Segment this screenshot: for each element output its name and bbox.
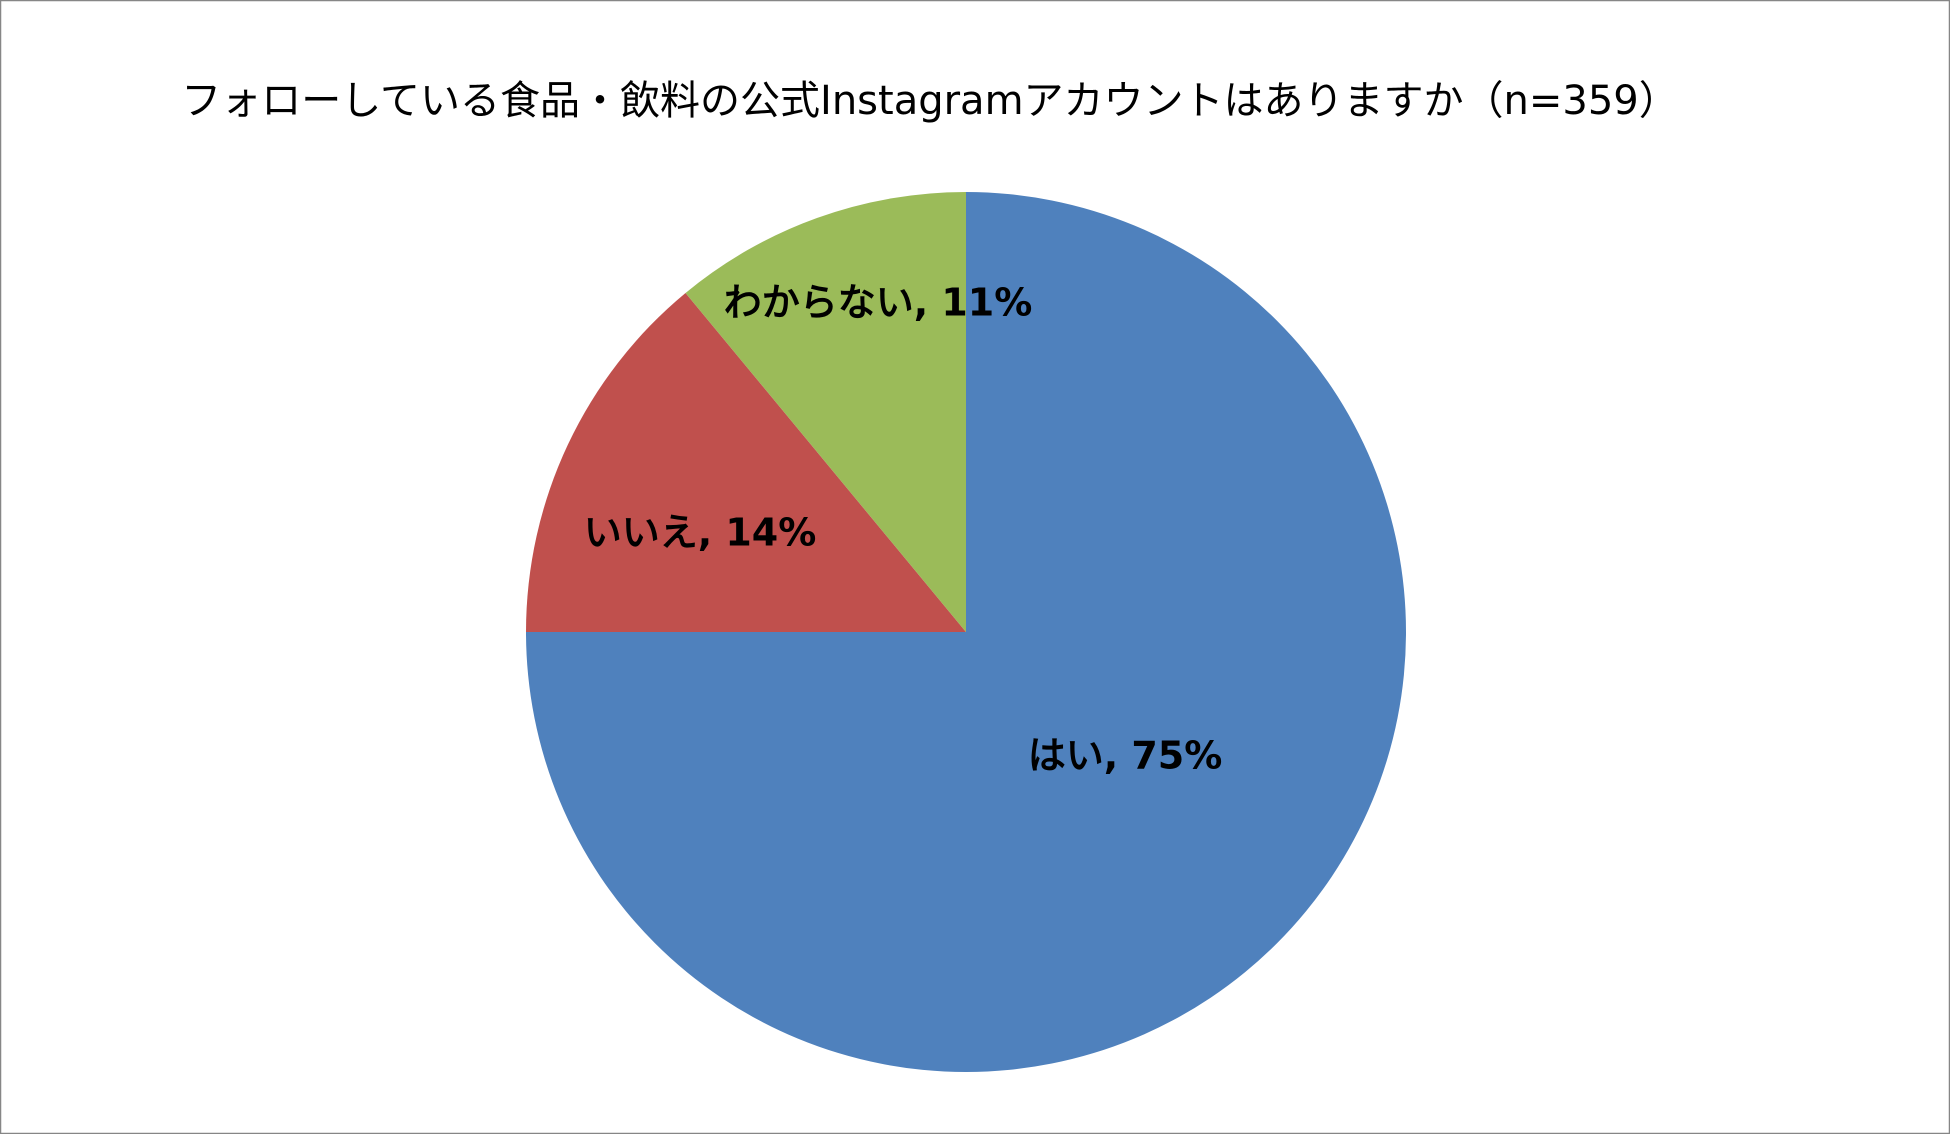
data-label: いいえ, 14%	[584, 511, 817, 555]
pie-slice	[526, 292, 966, 632]
data-label: はい, 75%	[1028, 734, 1223, 778]
pie-slice	[685, 192, 966, 632]
chart-title: フォローしている食品・飲料の公式Instagramアカウントはありますか（n=3…	[181, 78, 1679, 124]
data-label: わからない, 11%	[724, 281, 1033, 325]
